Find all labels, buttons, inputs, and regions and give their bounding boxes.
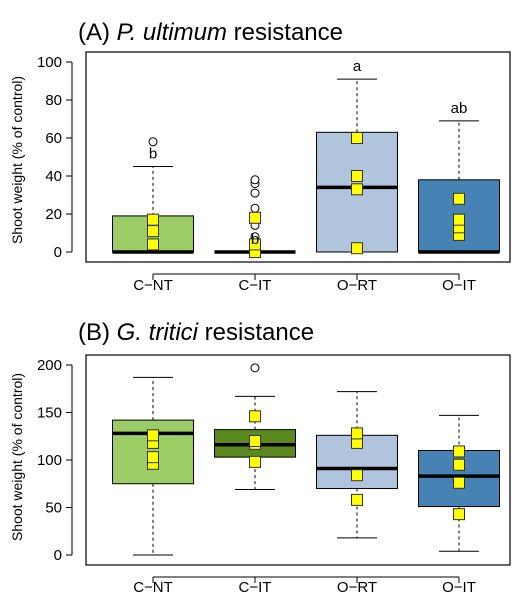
panel-b: (B) G. tritici resistance Shoot weight (… (9, 319, 511, 596)
panel-a-outlier-point (148, 137, 158, 147)
panel-a-plot-frame (85, 51, 511, 263)
panel-a-title: (A) P. ultimum resistance (78, 19, 343, 46)
panel-a-x-tick-label: C−IT (239, 277, 272, 294)
panel-a-data-point (453, 192, 465, 205)
panel-b-organism: G. tritici (117, 319, 199, 346)
panel-a-y-tick-label: 0 (54, 244, 62, 261)
panel-a-data-point (147, 213, 159, 226)
panel-b-plot-frame (85, 354, 511, 566)
panel-b-y-tick-label: 150 (37, 405, 62, 422)
panel-a-x-tick-label: C−NT (133, 277, 173, 294)
panel-a-y-tick-label: 60 (45, 130, 62, 147)
panel-b-x-tick-label: O−RT (337, 579, 377, 596)
panel-b-y-tick-label: 100 (37, 452, 62, 469)
panel-b-data-point (453, 458, 465, 471)
panel-a-y-tick-label: 20 (45, 206, 62, 223)
panel-a-data-point (147, 238, 159, 251)
panel-a-data-point (249, 211, 261, 224)
panel-b-data-point (147, 451, 159, 464)
panel-b-outlier-point (250, 363, 260, 373)
panel-b-y-axis-label: Shoot weight (% of control) (9, 373, 25, 541)
panel-b-data-point (249, 435, 261, 447)
panel-b-label: (B) (78, 319, 110, 346)
panel-a-y-axis-label: Shoot weight (% of control) (9, 76, 25, 244)
panel-a-data-point (147, 225, 159, 238)
panel-b-y-tick-label: 50 (45, 500, 62, 517)
panel-a-data-point (351, 183, 363, 196)
panel-b-data-point (351, 427, 363, 440)
panel-a-label: (A) (78, 19, 110, 46)
panel-a-data-point (249, 238, 261, 251)
panel-a-significance-letter: b (149, 146, 157, 163)
panel-b-data-point (249, 455, 261, 468)
panel-b-data-point (249, 410, 261, 423)
panel-a-x-tick-label: O−IT (442, 277, 476, 294)
panel-a-data-point (453, 213, 465, 226)
panel-b-y-tick-label: 200 (37, 357, 62, 374)
panel-b-data-point (147, 429, 159, 442)
panel-a-outlier-point (250, 188, 260, 198)
panel-a-plot-area: 0 20 40 60 80 100 C−NT b C−IT b O−RT a O−IT ab (37, 54, 500, 294)
panel-a-y-tick-label: 80 (45, 92, 62, 109)
panel-b-data-point (351, 469, 363, 482)
panel-a-organism: P. ultimum (117, 19, 227, 46)
panel-a-data-point (351, 242, 363, 255)
panel-b-title-rest: resistance (205, 319, 314, 346)
panel-a-x-tick-label: O−RT (337, 277, 377, 294)
panel-b-data-point (351, 493, 363, 506)
panel-a-y-tick-label: 40 (45, 168, 62, 185)
panel-b-data-point (453, 445, 465, 458)
panel-a: (A) P. ultimum resistance Shoot weight (… (9, 19, 511, 294)
panel-a-data-point (351, 132, 363, 144)
panel-a-title-rest: resistance (234, 19, 343, 46)
panel-a-y-tick-label: 100 (37, 54, 62, 71)
panel-a-outlier-point (250, 175, 260, 185)
panel-b-x-tick-label: O−IT (442, 579, 476, 596)
panel-b-data-point (453, 476, 465, 489)
panel-b-title: (B) G. tritici resistance (78, 319, 314, 346)
panel-a-data-point (351, 170, 363, 182)
panel-b-x-tick-label: C−IT (239, 579, 272, 596)
panel-a-outlier-point (250, 203, 260, 213)
panel-a-significance-letter: a (353, 58, 362, 75)
panel-b-data-point (453, 508, 465, 521)
panel-b-y-tick-label: 0 (54, 547, 62, 564)
panel-b-x-tick-label: C−NT (133, 579, 173, 596)
panel-b-plot-area: 0 50 100 150 200 C−NT C−IT O−RT O−IT (37, 357, 500, 596)
panel-a-significance-letter: ab (451, 100, 468, 117)
panel-a-significance-letter: b (251, 231, 259, 248)
